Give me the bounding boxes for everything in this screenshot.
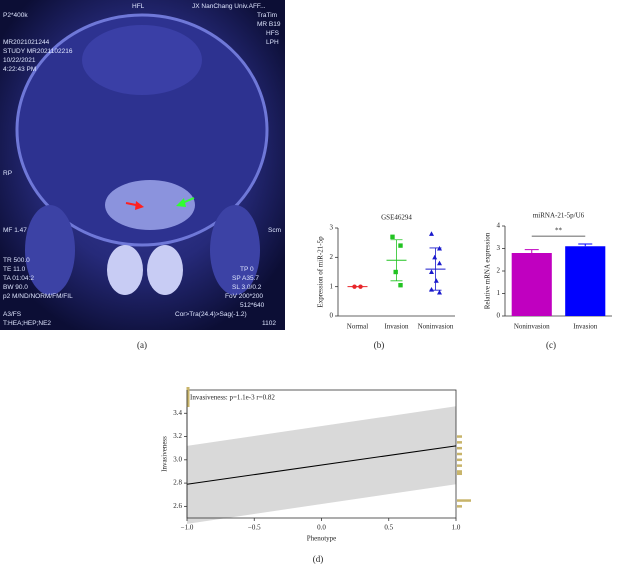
overlay-text: Scm — [268, 227, 281, 234]
data-point — [429, 269, 434, 274]
overlay-text: TP 0 — [240, 266, 254, 273]
data-point — [429, 231, 434, 236]
overlay-text: p2 M/ND/NORM/FM/FIL — [3, 293, 73, 300]
x-tick-label: Invasion — [384, 323, 409, 331]
panel-label: (c) — [546, 340, 556, 350]
x-tick-label: 0.0 — [317, 524, 326, 532]
y-tick-label: 2 — [330, 253, 334, 261]
bar — [565, 246, 606, 316]
y-tick-label: 3.0 — [173, 455, 182, 463]
x-tick-label: Noninvasion — [418, 323, 454, 331]
y-tick-label: 3 — [330, 224, 334, 232]
overlay-text: FoV 200*200 — [225, 293, 263, 300]
x-axis-label: Phenotype — [307, 535, 337, 543]
overlay-text: TE 11.0 — [3, 266, 26, 273]
overlay-text: P2*400k — [3, 12, 28, 19]
overlay-text: LPH — [266, 39, 279, 46]
mri-overlays: HFL JX NanChang Univ.AFF... P2*400k MR20… — [3, 3, 281, 327]
overlay-text: TA 01:04:2 — [3, 275, 34, 282]
x-tick-label: 1.0 — [452, 524, 461, 532]
y-tick-label: 2.8 — [173, 479, 182, 487]
x-tick-label: −0.5 — [248, 524, 261, 532]
overlay-text: JX NanChang Univ.AFF... — [192, 3, 266, 10]
overlay-text: 10/22/2021 — [3, 57, 36, 64]
y-tick-label: 2 — [497, 267, 501, 275]
overlay-text: Cor>Tra(24.4)>Sag(-1.2) — [175, 311, 247, 318]
panel-label: (d) — [313, 554, 324, 564]
y-tick-label: 0 — [330, 312, 334, 320]
annotation: Invasiveness: p=1.1e-3 r=0.82 — [190, 394, 275, 402]
mri-image — [0, 0, 285, 330]
overlay-text: MF 1.47 — [3, 227, 27, 234]
regression-line — [186, 445, 457, 485]
data-point — [398, 243, 403, 248]
error-bar — [524, 249, 539, 253]
overlay-text: MR B19 — [257, 21, 281, 28]
data-point — [437, 289, 442, 295]
overlay-text: HFL — [132, 3, 145, 10]
overlay-text: SL 3.0/0.2 — [232, 284, 262, 291]
error-bar — [578, 243, 593, 247]
overlay-text: A3/FS — [3, 311, 22, 318]
chart-title: GSE46294 — [381, 214, 412, 222]
y-tick-label: 3 — [497, 244, 501, 252]
x-tick-label: Normal — [347, 323, 368, 331]
overlay-text: MR2021021244 — [3, 39, 50, 46]
y-tick-label: 1 — [497, 289, 501, 297]
x-tick-label: Invasion — [573, 323, 598, 331]
y-tick-label: 4 — [497, 222, 501, 230]
overlay-text: 4:22:43 PM — [3, 66, 36, 73]
data-point — [432, 254, 438, 260]
x-tick-label: Noninvasion — [514, 323, 550, 331]
x-tick-label: 0.5 — [384, 524, 393, 532]
y-tick-label: 1 — [330, 282, 334, 290]
data-point — [393, 269, 398, 275]
x-tick-label: −1.0 — [181, 524, 194, 532]
data-point — [390, 234, 395, 239]
overlay-text: TraTim — [257, 12, 277, 19]
overlay-text: STUDY MR2021102216 — [3, 48, 73, 55]
data-point — [429, 287, 434, 292]
error-bar — [429, 247, 442, 291]
y-tick-label: 3.2 — [173, 432, 182, 440]
data-point — [437, 260, 442, 266]
y-axis-label: Expression of miR-21-5p — [317, 236, 325, 308]
data-point — [433, 278, 439, 283]
overlay-text: TR 500.0 — [3, 257, 30, 264]
overlay-text: HFS — [266, 30, 280, 37]
chart-title: miRNA-21-5p/U6 — [533, 212, 585, 220]
significance-label: ** — [555, 227, 563, 235]
error-bar — [390, 239, 403, 282]
y-axis-label: Invasiveness — [161, 436, 169, 472]
panel-label: (b) — [374, 340, 385, 350]
y-tick-label: 2.6 — [173, 502, 182, 510]
bar — [511, 253, 552, 316]
data-point — [398, 283, 403, 288]
y-tick-label: 0 — [497, 312, 501, 320]
overlay-text: SP A35.7 — [232, 275, 259, 282]
overlay-text: T:HEA;HEP;NE2 — [3, 320, 51, 327]
panel-label: (a) — [137, 340, 147, 350]
y-tick-label: 3.4 — [173, 409, 182, 417]
overlay-text: 512*640 — [240, 302, 265, 309]
overlay-text: 1102 — [262, 320, 276, 327]
y-axis-label: Relative mRNA expression — [484, 232, 492, 309]
overlay-text: RP — [3, 170, 12, 177]
overlay-text: BW 90.0 — [3, 284, 28, 291]
